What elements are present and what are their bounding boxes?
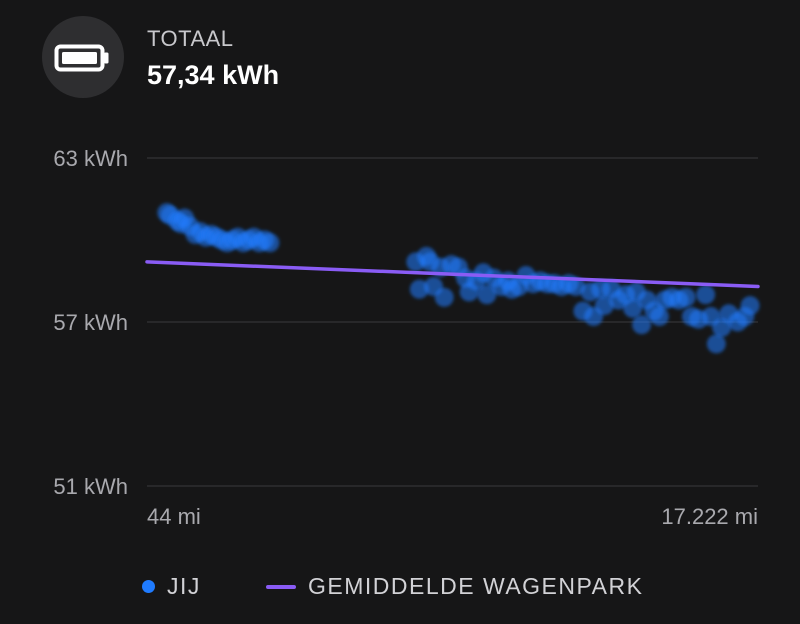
y-tick-label: 51 kWh [53, 474, 128, 499]
data-point [696, 285, 716, 305]
y-tick-label: 57 kWh [53, 310, 128, 335]
data-point [477, 285, 497, 305]
data-point [676, 287, 696, 307]
battery-icon [54, 44, 109, 72]
data-point [649, 307, 669, 327]
battery-badge [42, 16, 124, 98]
total-label: TOTAAL [147, 26, 234, 51]
legend-you-marker [142, 580, 155, 593]
data-point [260, 233, 280, 253]
data-point [409, 279, 429, 299]
data-point [566, 276, 586, 296]
x-tick-label-end: 17.222 mi [661, 504, 758, 529]
energy-scatter-chart: 63 kWh 57 kWh 51 kWh 44 mi 17.222 mi [53, 146, 760, 529]
legend-fleet-marker [266, 585, 296, 589]
data-point [706, 334, 726, 354]
data-point [632, 315, 652, 335]
data-point [434, 287, 454, 307]
data-point [740, 296, 760, 316]
chart-legend: JIJ GEMIDDELDE WAGENPARK [0, 570, 800, 604]
total-value: 57,34 kWh [147, 60, 280, 90]
x-tick-label-start: 44 mi [147, 504, 201, 529]
legend-you-label: JIJ [167, 573, 201, 599]
y-tick-label: 63 kWh [53, 146, 128, 171]
data-point [594, 296, 614, 316]
data-point [623, 298, 643, 318]
fleet-average-line [145, 260, 760, 289]
legend-fleet-label: GEMIDDELDE WAGENPARK [308, 573, 644, 599]
